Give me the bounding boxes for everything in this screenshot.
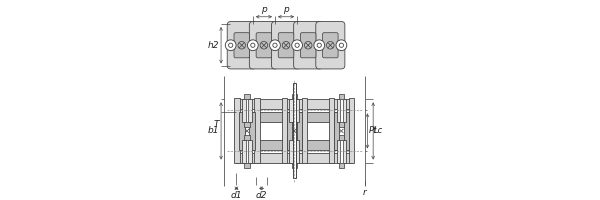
FancyBboxPatch shape [256,33,272,58]
Text: d2: d2 [256,191,267,200]
Bar [248,140,340,150]
Bar [337,140,346,163]
Circle shape [229,43,233,47]
FancyBboxPatch shape [316,22,345,69]
FancyBboxPatch shape [301,33,316,58]
Bar [292,163,297,168]
Bar [244,135,250,140]
Circle shape [295,43,299,47]
Circle shape [273,43,277,47]
Circle shape [269,40,280,51]
Bar [244,122,250,127]
Bar [292,135,297,140]
FancyBboxPatch shape [278,33,294,58]
FancyBboxPatch shape [272,22,301,69]
Bar [245,97,248,123]
Bar [339,122,344,127]
Bar [236,153,352,163]
FancyBboxPatch shape [323,33,338,58]
Bar [242,99,252,122]
Bar [292,122,297,127]
FancyBboxPatch shape [293,22,323,69]
Bar [339,94,344,99]
Text: h2: h2 [207,41,219,50]
Bar [339,135,344,140]
Circle shape [317,43,322,47]
Bar [254,98,260,163]
Bar [344,112,349,150]
Bar [340,97,343,123]
Circle shape [225,40,236,51]
Bar [293,83,296,178]
Text: Pt: Pt [368,126,377,135]
Text: r: r [362,188,367,197]
Bar [293,138,296,164]
Circle shape [292,40,302,51]
FancyBboxPatch shape [250,22,278,69]
Circle shape [247,40,258,51]
Bar [340,138,343,164]
Bar [281,98,287,163]
Bar [245,138,248,164]
Bar [239,112,245,150]
FancyBboxPatch shape [234,33,250,58]
Bar [296,112,302,150]
Bar [334,112,339,150]
Circle shape [336,40,347,51]
Bar [292,94,297,99]
Circle shape [251,43,255,47]
Bar [244,94,250,99]
Bar [244,163,250,168]
Text: Lc: Lc [374,126,383,135]
Bar [236,99,352,109]
Bar [293,97,296,123]
Bar [339,163,344,168]
Bar [289,99,299,122]
Bar [248,112,340,122]
Text: d1: d1 [231,191,242,200]
Text: b1: b1 [207,126,219,135]
Bar [287,112,292,150]
Text: p: p [283,5,289,14]
Bar [329,98,334,163]
Bar [242,140,252,163]
Bar [302,98,307,163]
Bar [235,98,240,163]
FancyBboxPatch shape [227,22,256,69]
Bar [230,24,343,66]
Circle shape [314,40,325,51]
Bar [250,112,255,150]
Text: T: T [213,120,219,129]
Circle shape [339,43,344,47]
Text: p: p [261,5,267,14]
Bar [289,140,299,163]
Bar [337,99,346,122]
Bar [349,98,354,163]
